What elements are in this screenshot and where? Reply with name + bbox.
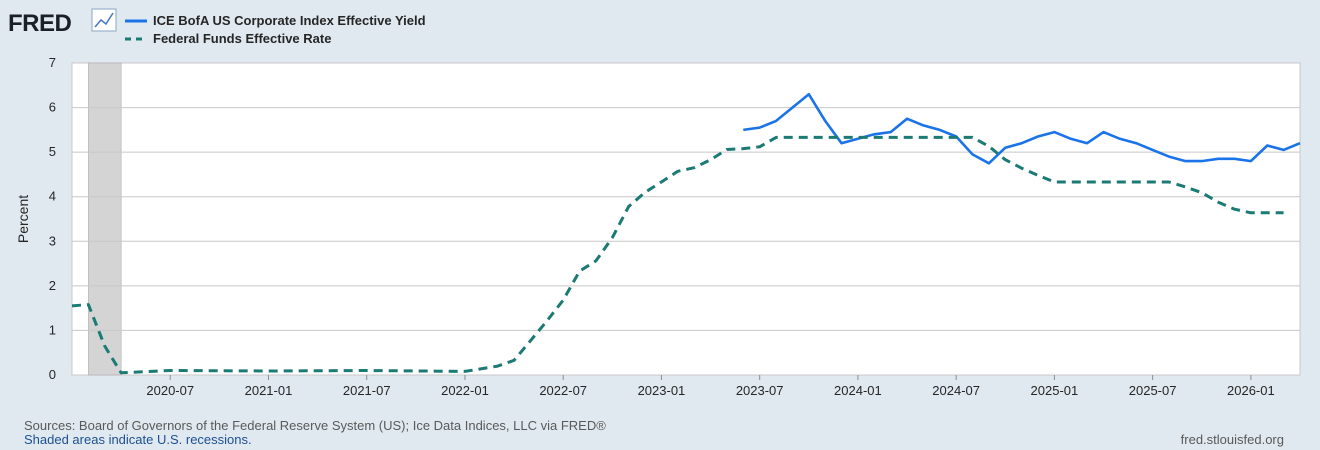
x-tick-label: 2025-07 <box>1129 383 1177 398</box>
recession-shade <box>88 62 122 376</box>
y-tick-label: 5 <box>49 144 56 159</box>
x-tick-label: 2024-07 <box>932 383 980 398</box>
series-line-corporate-yield <box>743 92 1301 165</box>
x-tick-label: 2023-07 <box>736 383 784 398</box>
y-tick-label: 7 <box>49 55 56 70</box>
x-tick-label: 2022-01 <box>441 383 489 398</box>
recession-note-link[interactable]: Shaded areas indicate U.S. recessions. <box>24 432 252 447</box>
x-tick-label: 2025-01 <box>1031 383 1079 398</box>
fred-logo[interactable]: FRED <box>8 10 72 37</box>
legend-label-fed-funds: Federal Funds Effective Rate <box>153 31 331 46</box>
y-tick-label: 3 <box>49 233 56 248</box>
x-tick-label: 2021-01 <box>245 383 293 398</box>
legend: ICE BofA US Corporate Index Effective Yi… <box>125 13 426 46</box>
x-tick-label: 2021-07 <box>343 383 391 398</box>
plot-area <box>71 62 1301 376</box>
y-axis-label: Percent <box>15 195 31 243</box>
x-tick-label: 2020-07 <box>146 383 194 398</box>
x-tick-label: 2022-07 <box>539 383 587 398</box>
series-line-fed-funds <box>71 135 1284 375</box>
legend-label-corporate-yield: ICE BofA US Corporate Index Effective Yi… <box>153 13 426 28</box>
x-tick-label: 2024-01 <box>834 383 882 398</box>
y-tick-label: 0 <box>49 367 56 382</box>
x-tick-label: 2026-01 <box>1227 383 1275 398</box>
fred-site-link[interactable]: fred.stlouisfed.org <box>1180 432 1284 447</box>
y-tick-label: 2 <box>49 278 56 293</box>
y-tick-label: 6 <box>49 100 56 115</box>
line-chart-icon <box>91 8 117 32</box>
sources-text: Sources: Board of Governors of the Feder… <box>24 418 606 433</box>
y-tick-label: 4 <box>49 189 56 204</box>
x-tick-label: 2023-01 <box>638 383 686 398</box>
y-tick-label: 1 <box>49 322 56 337</box>
